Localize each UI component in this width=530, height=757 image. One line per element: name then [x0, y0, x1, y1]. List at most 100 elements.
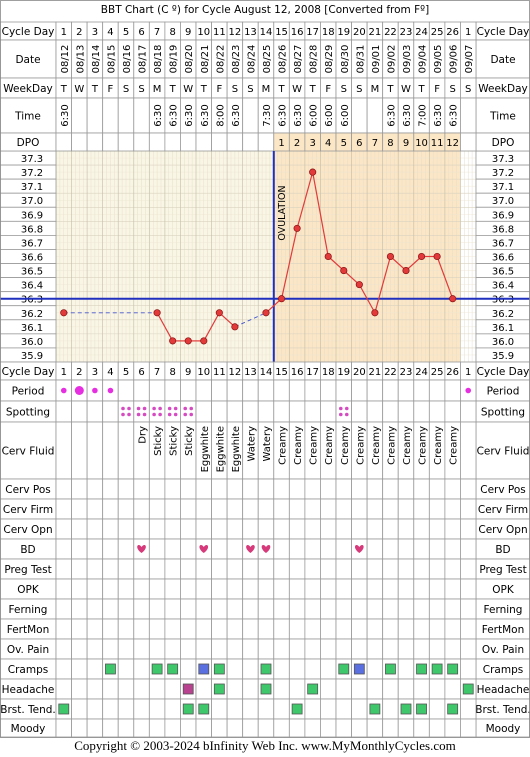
- time-cell: 6:30: [449, 104, 460, 126]
- cramps-marker: [151, 663, 163, 675]
- brst_tend-marker: [416, 703, 427, 715]
- row-label-cerv_fluid: Cerv Fluid: [477, 446, 530, 458]
- weekday-cell: W: [292, 84, 302, 95]
- cycle-day-cell: 16: [291, 27, 304, 38]
- cycle-day-cell: 26: [446, 367, 459, 378]
- temperature-segment: [203, 312, 220, 342]
- cycle-day-cell: 24: [415, 367, 428, 378]
- date-cell: 08/31: [355, 45, 366, 74]
- row-label-spotting: Spotting: [481, 407, 525, 419]
- time-cell: 6:00: [309, 104, 320, 126]
- weekday-cell: S: [123, 84, 129, 95]
- time-cell: 6:30: [386, 104, 397, 126]
- cycle-day-cell: 23: [400, 367, 413, 378]
- cycle-day-cell: 18: [322, 27, 335, 38]
- y-tick-label: 36.1: [492, 323, 514, 334]
- cerv-fluid-cell: Sticky: [153, 426, 164, 456]
- row-label-preg_test: Preg Test: [479, 564, 526, 576]
- cycle-day-cell: 19: [337, 367, 350, 378]
- cerv-fluid-cell: Watery: [262, 426, 273, 462]
- cramps-marker: [260, 663, 272, 675]
- temperature-segment: [234, 312, 267, 328]
- date-cell: 09/01: [371, 45, 382, 74]
- y-tick-label: 36.5: [492, 267, 514, 278]
- weekday-cell: T: [60, 84, 68, 95]
- weekday-cell: F: [434, 84, 440, 95]
- y-tick-label: 37.3: [21, 154, 43, 165]
- temperature-segment: [312, 171, 329, 257]
- y-tick-label: 36.2: [21, 309, 43, 320]
- cramps-marker: [338, 663, 350, 675]
- date-cell: 08/15: [106, 45, 117, 74]
- date-cell: 08/19: [169, 45, 180, 74]
- brst_tend-marker: [58, 703, 70, 715]
- time-cell: 7:30: [262, 104, 273, 126]
- weekday-cell: T: [418, 84, 426, 95]
- date-cell: 08/21: [200, 45, 211, 74]
- temperature-segment: [280, 228, 298, 299]
- date-cell: 09/07: [464, 45, 475, 74]
- row-label-cerv_opn: Cerv Opn: [3, 524, 52, 536]
- cycle-day-cell: 8: [169, 27, 175, 38]
- headache-marker: [182, 683, 194, 695]
- date-cell: 08/12: [60, 45, 71, 74]
- cramps-marker: [167, 663, 179, 675]
- cycle-day-cell: 7: [154, 367, 160, 378]
- date-cell: 09/03: [402, 45, 413, 74]
- weekday-cell: T: [278, 84, 286, 95]
- row-label-weekday: WeekDay: [478, 83, 528, 95]
- weekday-cell: S: [247, 84, 253, 95]
- y-tick-label: 37.2: [492, 168, 514, 179]
- y-tick-label: 36.3: [21, 295, 43, 306]
- row-label-brst_tend: Brst. Tend.: [475, 704, 530, 716]
- cycle-day-cell: 6: [138, 367, 144, 378]
- temperature-segment: [358, 284, 376, 314]
- time-cell: 6:30: [278, 104, 289, 126]
- heart-icon: [261, 544, 271, 553]
- cramps-marker: [447, 663, 459, 675]
- date-cell: 08/30: [340, 45, 351, 74]
- y-tick-label: 35.9: [21, 351, 43, 362]
- date-cell: 08/18: [153, 45, 164, 74]
- time-cell: 8:00: [215, 104, 226, 126]
- temperature-point: [184, 337, 192, 345]
- period-icon: [92, 387, 98, 394]
- cycle-day-cell: 15: [275, 27, 288, 38]
- dpo-cell: 9: [403, 138, 409, 149]
- cycle-day-cell: 5: [123, 367, 129, 378]
- date-cell: 08/16: [122, 45, 133, 74]
- temperature-point: [231, 323, 239, 331]
- cerv-fluid-cell: Watery: [246, 426, 257, 462]
- row-label-bd: BD: [20, 544, 35, 556]
- cerv-fluid-cell: Creamy: [386, 426, 397, 465]
- weekday-cell: T: [91, 84, 99, 95]
- time-cell: 6:30: [231, 104, 242, 126]
- time-cell: 7:00: [418, 104, 429, 126]
- date-cell: 08/23: [231, 45, 242, 74]
- y-tick-label: 35.9: [492, 351, 514, 362]
- cycle-day-cell: 1: [465, 367, 471, 378]
- cycle-day-cell: 21: [369, 367, 382, 378]
- row-label-moody: Moody: [486, 723, 521, 735]
- row-label-spotting: Spotting: [6, 407, 50, 419]
- row-label-period: Period: [12, 386, 45, 398]
- temperature-segment: [296, 171, 314, 229]
- row-label-moody: Moody: [11, 723, 46, 735]
- y-tick-label: 37.1: [492, 182, 514, 193]
- cerv-fluid-cell: Creamy: [449, 426, 460, 465]
- y-tick-label: 36.4: [21, 281, 43, 292]
- dpo-cell: 1: [278, 138, 284, 149]
- row-label-cerv_opn: Cerv Opn: [478, 524, 527, 536]
- period-icon: [60, 387, 67, 394]
- row-label-weekday: WeekDay: [3, 83, 53, 95]
- cycle-day-cell: 13: [244, 27, 257, 38]
- cycle-day-cell: 23: [400, 27, 413, 38]
- cycle-day-cell: 1: [61, 27, 67, 38]
- headache-marker: [260, 683, 272, 695]
- headache-marker: [213, 683, 225, 695]
- date-cell: 09/04: [418, 45, 429, 74]
- cycle-day-cell: 20: [353, 367, 366, 378]
- row-label-opk: OPK: [492, 584, 515, 596]
- y-tick-label: 37.2: [21, 168, 43, 179]
- y-tick-label: 36.9: [492, 210, 514, 221]
